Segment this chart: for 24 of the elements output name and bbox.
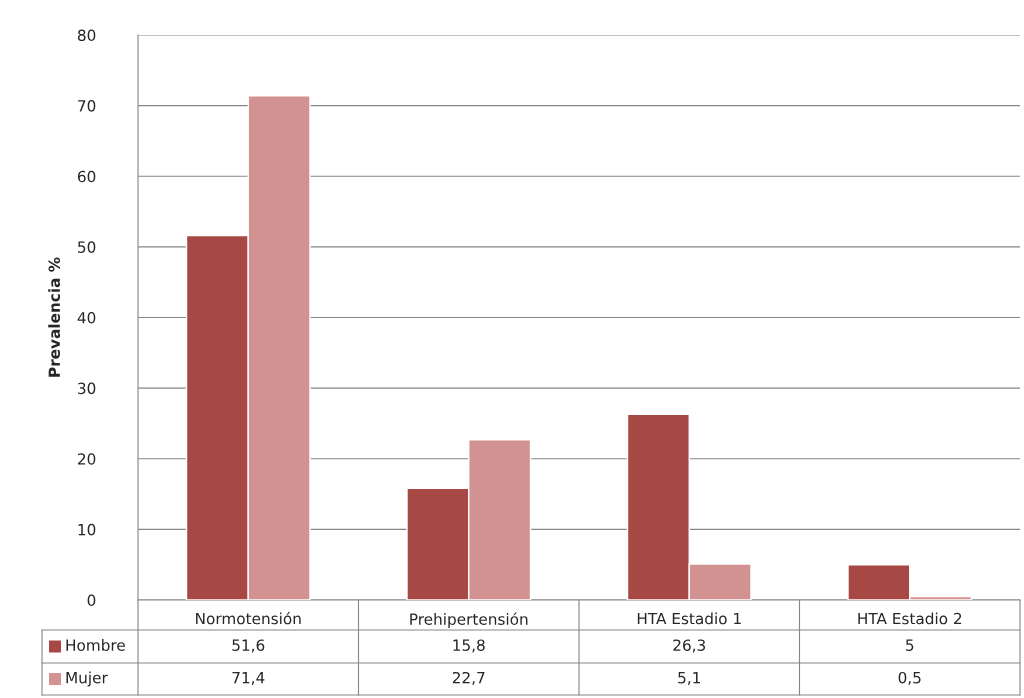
data-label: 5 bbox=[906, 639, 914, 651]
x-tick-label: Normotensión bbox=[196, 611, 301, 625]
y-tick-label: 0 bbox=[87, 594, 96, 607]
data-label: 22,7 bbox=[452, 671, 485, 685]
y-tick-label: 70 bbox=[78, 100, 96, 112]
x-tick-label: Prehipertensión bbox=[410, 612, 528, 628]
y-tick-label: 10 bbox=[78, 523, 96, 536]
y-tick-label: 50 bbox=[78, 241, 96, 253]
legend-label: Hombre bbox=[66, 639, 125, 651]
y-tick-label: 20 bbox=[78, 453, 96, 465]
legend-label: Mujer bbox=[66, 671, 108, 687]
data-label: 0,5 bbox=[898, 671, 921, 685]
data-label: 71,4 bbox=[232, 672, 265, 685]
data-label: 5,1 bbox=[678, 672, 700, 685]
x-tick-label: HTA Estadio 1 bbox=[637, 612, 741, 625]
x-tick-label: HTA Estadio 2 bbox=[858, 612, 962, 625]
data-label: 26,3 bbox=[673, 639, 706, 653]
y-axis-title: Prevalencia % bbox=[48, 257, 61, 377]
y-tick-label: 60 bbox=[77, 170, 96, 183]
y-tick-label: 80 bbox=[77, 29, 96, 42]
data-label: 51,6 bbox=[232, 639, 265, 653]
y-tick-label: 40 bbox=[77, 311, 96, 324]
data-label: 15,8 bbox=[453, 639, 485, 653]
y-tick-label: 30 bbox=[78, 382, 96, 395]
